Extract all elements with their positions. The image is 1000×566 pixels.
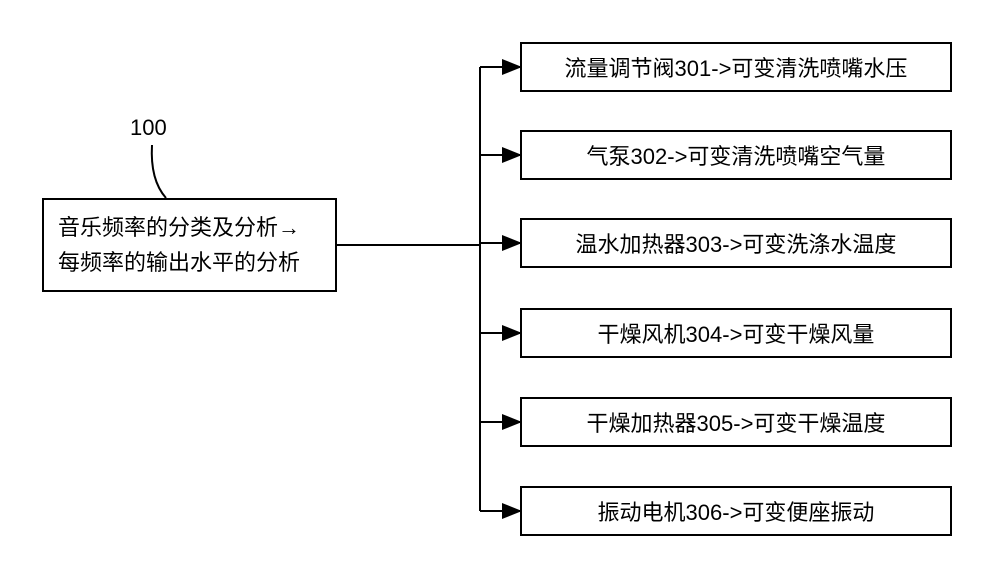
target-label: 干燥风机304->可变干燥风量 (598, 317, 875, 349)
target-label: 气泵302->可变清洗喷嘴空气量 (587, 139, 886, 171)
target-node: 干燥风机304->可变干燥风量 (520, 308, 952, 358)
source-line-1: 音乐频率的分类及分析→ (58, 210, 321, 245)
target-label: 流量调节阀301->可变清洗喷嘴水压 (565, 51, 908, 83)
target-node: 干燥加热器305->可变干燥温度 (520, 397, 952, 447)
source-node: 音乐频率的分类及分析→ 每频率的输出水平的分析 (42, 198, 337, 292)
target-label: 干燥加热器305->可变干燥温度 (587, 406, 886, 438)
target-label: 温水加热器303->可变洗涤水温度 (576, 227, 897, 259)
target-label: 振动电机306->可变便座振动 (598, 495, 875, 527)
source-line-2: 每频率的输出水平的分析 (58, 245, 321, 280)
diagram-container: { "ref": { "label": "100" }, "source": {… (0, 0, 1000, 566)
target-node: 流量调节阀301->可变清洗喷嘴水压 (520, 42, 952, 92)
target-node: 温水加热器303->可变洗涤水温度 (520, 218, 952, 268)
target-node: 气泵302->可变清洗喷嘴空气量 (520, 130, 952, 180)
ref-label: 100 (130, 115, 167, 141)
target-node: 振动电机306->可变便座振动 (520, 486, 952, 536)
